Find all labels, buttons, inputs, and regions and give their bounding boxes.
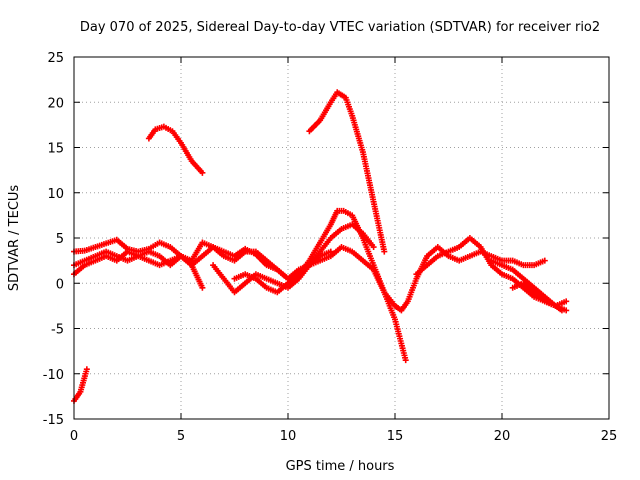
plot-frame <box>73 56 610 420</box>
y-tick-label: 10 <box>47 187 64 202</box>
series-track-k <box>306 89 388 255</box>
data-point <box>199 169 206 176</box>
data-series <box>71 89 570 404</box>
gridlines <box>74 57 609 419</box>
series-track-j <box>145 123 206 176</box>
y-tick-label: 15 <box>47 142 64 157</box>
data-point <box>83 366 90 373</box>
y-tick-label: -5 <box>51 323 64 338</box>
y-tick-label: 5 <box>56 232 64 247</box>
data-point <box>563 298 570 305</box>
y-tick-label: 25 <box>47 51 64 66</box>
series-track-d <box>210 221 377 296</box>
data-point <box>541 257 548 264</box>
data-point <box>381 248 388 255</box>
x-axis-label: GPS time / hours <box>286 459 395 474</box>
x-tick-label: 0 <box>70 429 78 444</box>
series-track-i <box>509 280 565 314</box>
data-point <box>370 244 377 251</box>
y-axis-label: SDTVAR / TECUs <box>7 185 22 292</box>
chart-title: Day 070 of 2025, Sidereal Day-to-day VTE… <box>80 20 600 35</box>
data-point <box>558 307 565 314</box>
x-tick-label: 5 <box>177 429 185 444</box>
series-track-e <box>231 244 409 364</box>
y-tick-label: -15 <box>43 413 64 428</box>
y-tick-label: 20 <box>47 96 64 111</box>
y-tick-label: -10 <box>43 368 64 383</box>
y-tick-label: 0 <box>56 277 64 292</box>
x-tick-label: 15 <box>387 429 404 444</box>
x-tick-label: 20 <box>494 429 511 444</box>
x-tick-label: 10 <box>280 429 297 444</box>
x-tick-label: 25 <box>601 429 618 444</box>
series-track-f <box>295 207 548 314</box>
data-point <box>402 357 409 364</box>
series-track-c <box>71 248 206 291</box>
data-point <box>199 284 206 291</box>
